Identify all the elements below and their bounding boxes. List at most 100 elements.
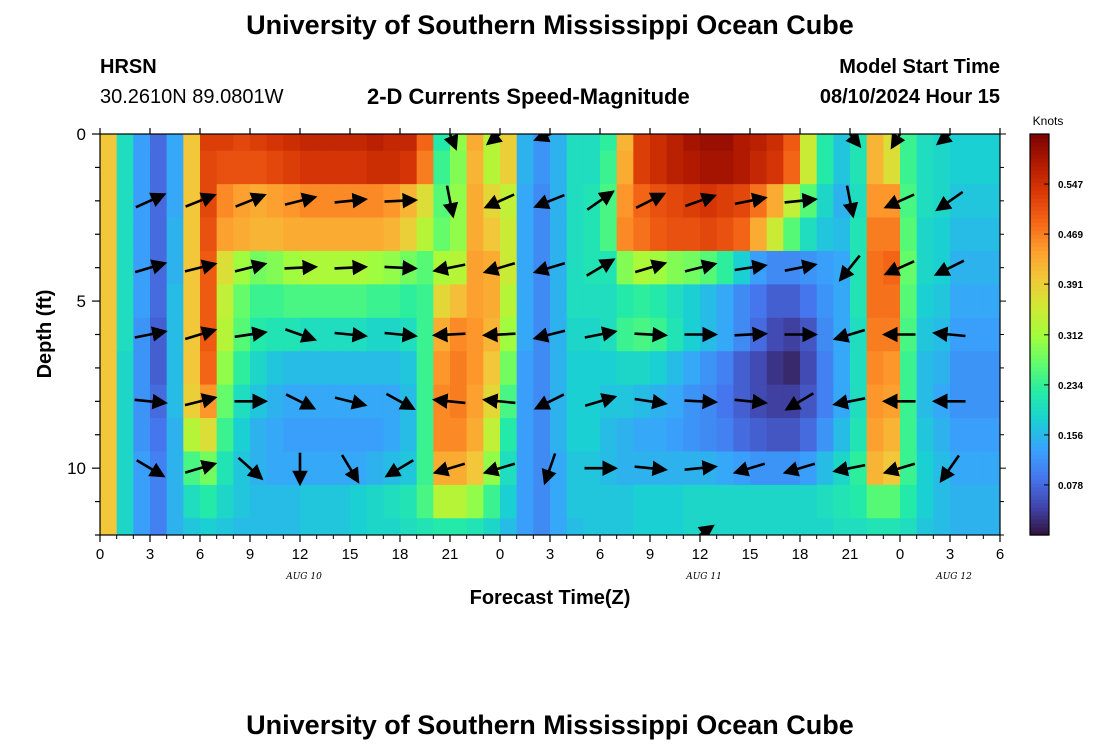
heatmap-cell xyxy=(733,484,751,519)
station-name: HRSN xyxy=(100,56,157,78)
heatmap-cell xyxy=(300,150,318,185)
current-vector-arrow xyxy=(235,192,267,208)
heatmap-cell xyxy=(250,217,268,252)
heatmap-cell xyxy=(500,150,518,185)
heatmap-cell xyxy=(683,518,701,535)
colorbar-segment xyxy=(1030,186,1049,191)
heatmap-cell xyxy=(900,217,918,252)
heatmap-cell xyxy=(150,217,168,252)
heatmap-cell xyxy=(233,418,251,453)
x-tick-label: 9 xyxy=(246,546,254,563)
heatmap-cell xyxy=(416,518,434,535)
y-axis: 0 5 10 xyxy=(67,125,1006,536)
heatmap-cell xyxy=(616,518,634,535)
current-vector-arrow xyxy=(684,259,718,275)
heatmap-cell xyxy=(816,150,834,185)
date-label: AUG 10 xyxy=(285,572,322,582)
current-vector-arrow xyxy=(285,393,317,410)
heatmap-cell xyxy=(433,150,451,185)
heatmap-plot: 0 3 6 9 12 15 18 21 0 3 6 9 12 15 18 21 0 3 6 AUG 10 AUG 11 A… xyxy=(34,125,1006,609)
heatmap-cell xyxy=(183,317,201,352)
heatmap-cell xyxy=(900,351,918,386)
heatmap-cell xyxy=(750,451,768,486)
heatmap-cell xyxy=(116,217,134,252)
heatmap-cell xyxy=(283,217,301,252)
heatmap-cell xyxy=(533,217,551,252)
colorbar-segment xyxy=(1030,386,1049,392)
heatmap-cell xyxy=(633,351,651,386)
heatmap-cell xyxy=(250,418,268,453)
heatmap-cell xyxy=(766,451,784,486)
heatmap-cell xyxy=(450,484,468,519)
heatmap-cell xyxy=(683,250,701,285)
heatmap-cell xyxy=(733,518,751,535)
heatmap-cell xyxy=(683,184,701,219)
colorbar-tick-label: 0.312 xyxy=(1058,331,1083,342)
heatmap-cell xyxy=(666,317,684,352)
current-vector-arrow xyxy=(134,326,168,342)
heatmap-cell xyxy=(800,217,818,252)
heatmap-cell xyxy=(933,351,951,386)
heatmap-cell xyxy=(800,351,818,386)
heatmap-cell xyxy=(516,134,534,152)
colorbar-segment xyxy=(1030,278,1049,283)
heatmap-cell xyxy=(416,484,434,519)
heatmap-cell xyxy=(983,518,1000,535)
heatmap-cell xyxy=(116,317,134,352)
heatmap-cell xyxy=(133,518,151,535)
heatmap-cell xyxy=(866,317,884,352)
heatmap-cell xyxy=(216,184,234,219)
heatmap-cell xyxy=(200,418,218,453)
heatmap-cell xyxy=(366,384,384,419)
heatmap-cell xyxy=(366,317,384,352)
heatmap-cell xyxy=(550,384,568,419)
heatmap-cell xyxy=(700,418,718,453)
heatmap-cell xyxy=(700,351,718,386)
heatmap-cell xyxy=(166,484,184,519)
colorbar-segment xyxy=(1030,402,1049,408)
heatmap-cell xyxy=(116,284,134,319)
heatmap-cell xyxy=(533,150,551,185)
heatmap-cell xyxy=(300,284,318,319)
colorbar-segment xyxy=(1030,486,1049,492)
heatmap-cell xyxy=(350,518,368,535)
current-vector-arrow xyxy=(832,394,866,410)
heatmap-cell xyxy=(466,150,484,185)
heatmap-cell xyxy=(933,284,951,319)
current-vector-arrow xyxy=(482,461,516,477)
heatmap-cell xyxy=(500,217,518,252)
heatmap-cell xyxy=(850,284,868,319)
colorbar-segment xyxy=(1030,334,1049,340)
heatmap-cell xyxy=(350,150,368,185)
heatmap-cell xyxy=(716,317,734,352)
colorbar-segment xyxy=(1030,338,1049,344)
current-vector-arrow xyxy=(334,326,368,343)
heatmap-cell xyxy=(466,384,484,419)
heatmap-cell xyxy=(716,217,734,252)
heatmap-cell xyxy=(583,518,601,535)
current-vector-arrow xyxy=(882,461,916,477)
heatmap-cell xyxy=(183,451,201,486)
heatmap-cell xyxy=(966,134,984,152)
colorbar-tick-label: 0.547 xyxy=(1058,180,1083,191)
heatmap-cell xyxy=(550,250,568,285)
current-vector-arrow xyxy=(482,260,516,276)
heatmap-cell xyxy=(416,384,434,419)
colorbar-segment xyxy=(1030,362,1049,368)
colorbar-segment xyxy=(1030,406,1049,412)
heatmap-cell xyxy=(816,184,834,219)
chart-subtitle: 2-D Currents Speed-Magnitude xyxy=(367,84,690,109)
current-vector-arrow xyxy=(584,326,618,342)
heatmap-cell xyxy=(950,250,968,285)
heatmap-cell xyxy=(716,250,734,285)
colorbar-segment xyxy=(1030,294,1049,300)
colorbar-segment xyxy=(1030,266,1049,271)
heatmap-cell xyxy=(150,518,168,535)
current-vector-arrow xyxy=(237,456,264,481)
heatmap-cell xyxy=(216,250,234,285)
current-vector-arrow xyxy=(932,326,966,343)
heatmap-cell xyxy=(866,384,884,419)
heatmap-cell xyxy=(150,484,168,519)
heatmap-cell xyxy=(733,150,751,185)
colorbar-segment xyxy=(1030,274,1049,279)
